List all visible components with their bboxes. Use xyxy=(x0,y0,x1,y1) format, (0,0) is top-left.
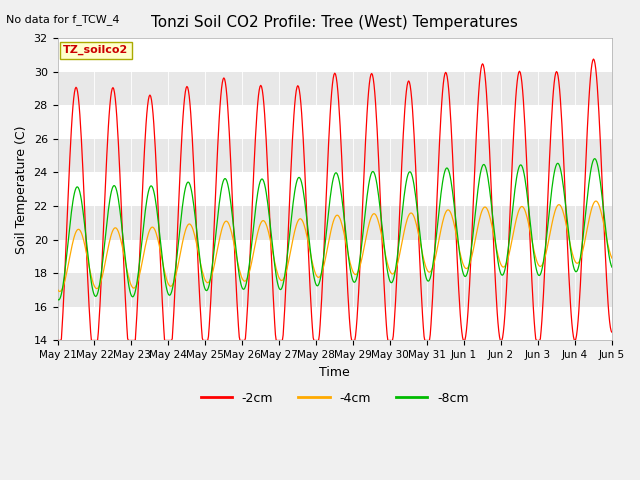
Legend: -2cm, -4cm, -8cm: -2cm, -4cm, -8cm xyxy=(196,387,474,410)
Y-axis label: Soil Temperature (C): Soil Temperature (C) xyxy=(15,125,28,253)
Bar xyxy=(58,38,612,72)
X-axis label: Time: Time xyxy=(319,366,350,379)
Text: No data for f_TCW_4: No data for f_TCW_4 xyxy=(6,14,120,25)
Bar xyxy=(58,307,612,340)
Title: Tonzi Soil CO2 Profile: Tree (West) Temperatures: Tonzi Soil CO2 Profile: Tree (West) Temp… xyxy=(151,15,518,30)
Text: TZ_soilco2: TZ_soilco2 xyxy=(63,45,129,56)
Bar xyxy=(58,172,612,206)
Bar xyxy=(58,240,612,273)
Bar xyxy=(58,105,612,139)
